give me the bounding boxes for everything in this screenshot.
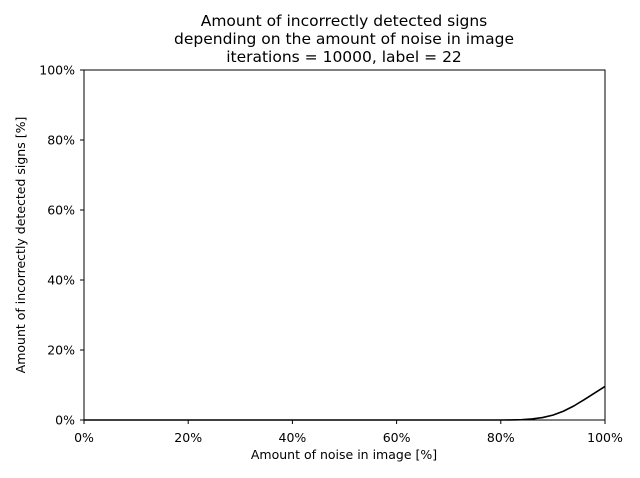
y-axis-ticks: 0% 20% 40% 60% 80% 100% [39, 63, 84, 428]
chart-title-line-1: Amount of incorrectly detected signs [201, 12, 488, 30]
chart-title-line-2: depending on the amount of noise in imag… [174, 30, 514, 48]
y-tick-label: 40% [47, 273, 75, 288]
x-tick-label: 0% [74, 430, 94, 445]
x-tick-label: 20% [174, 430, 202, 445]
y-tick-label: 60% [47, 203, 75, 218]
x-tick-label: 100% [587, 430, 623, 445]
x-tick-label: 60% [383, 430, 411, 445]
series-line [84, 385, 606, 421]
y-tick-label: 100% [39, 63, 75, 78]
y-tick-label: 80% [47, 133, 75, 148]
y-tick-label: 0% [55, 413, 75, 428]
y-tick-label: 20% [47, 343, 75, 358]
x-tick-label: 80% [487, 430, 515, 445]
x-axis-ticks: 0% 20% 40% 60% 80% 100% [74, 420, 623, 445]
x-axis-label: Amount of noise in image [%] [251, 447, 437, 462]
chart-title: Amount of incorrectly detected signs dep… [174, 12, 514, 66]
plot-area-frame [83, 69, 606, 421]
x-tick-label: 40% [279, 430, 307, 445]
y-axis-label: Amount of incorrectly detected signs [%] [13, 117, 28, 374]
chart-title-line-3: iterations = 10000, label = 22 [226, 48, 462, 66]
